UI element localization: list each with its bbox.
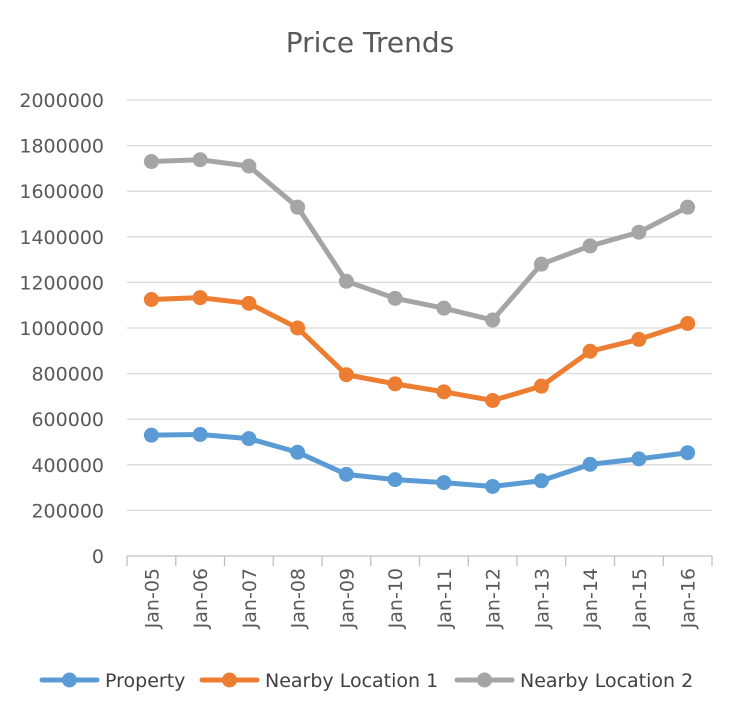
data-point-1-1 <box>192 290 208 306</box>
data-point-0-9 <box>582 456 598 472</box>
x-tick-label-7: Jan-12 <box>483 568 505 629</box>
data-point-0-1 <box>192 426 208 442</box>
data-point-2-4 <box>338 273 354 289</box>
series-lines <box>143 152 696 494</box>
data-point-1-5 <box>387 376 403 392</box>
data-point-1-2 <box>241 295 257 311</box>
data-point-0-10 <box>631 451 647 467</box>
y-tick-label-1: 200000 <box>31 500 104 522</box>
data-point-0-3 <box>290 444 306 460</box>
x-tick-label-8: Jan-13 <box>531 568 553 629</box>
y-tick-label-0: 0 <box>92 546 104 568</box>
series-line-2 <box>148 157 691 323</box>
data-point-2-9 <box>582 238 598 254</box>
data-point-0-11 <box>680 445 696 461</box>
data-point-2-0 <box>143 154 159 170</box>
x-tick-label-10: Jan-15 <box>629 568 651 629</box>
series-line-1 <box>148 295 691 404</box>
y-tick-label-2: 400000 <box>31 455 104 477</box>
data-point-0-8 <box>533 473 549 489</box>
series-0 <box>143 426 696 494</box>
legend-item-2: Nearby Location 2 <box>454 670 693 692</box>
x-tick-label-1: Jan-06 <box>190 568 212 629</box>
y-tick-label-10: 2000000 <box>19 90 104 112</box>
data-point-2-2 <box>241 158 257 174</box>
data-point-2-11 <box>680 199 696 215</box>
data-point-0-2 <box>241 431 257 447</box>
series-1 <box>143 290 696 409</box>
gridlines <box>127 99 712 512</box>
data-point-0-4 <box>338 466 354 482</box>
data-point-1-7 <box>485 393 501 409</box>
data-point-1-11 <box>680 315 696 331</box>
data-point-2-3 <box>290 199 306 215</box>
x-tick-label-4: Jan-09 <box>336 568 358 629</box>
data-point-0-5 <box>387 472 403 488</box>
data-point-2-10 <box>631 224 647 240</box>
data-point-1-10 <box>631 331 647 347</box>
y-tick-label-9: 1800000 <box>19 136 104 158</box>
series-2 <box>143 152 696 328</box>
legend-item-0: Property <box>39 670 185 692</box>
legend-label-0: Property <box>105 670 185 692</box>
legend-label-2: Nearby Location 2 <box>520 670 693 692</box>
data-point-2-6 <box>436 300 452 316</box>
data-point-2-5 <box>387 290 403 306</box>
data-point-2-7 <box>485 312 501 328</box>
y-tick-label-7: 1400000 <box>19 227 104 249</box>
data-point-1-8 <box>533 378 549 394</box>
data-point-2-8 <box>533 256 549 272</box>
y-tick-label-3: 600000 <box>31 409 104 431</box>
data-point-1-4 <box>338 367 354 383</box>
series-line-0 <box>148 431 691 489</box>
y-tick-label-8: 1600000 <box>19 181 104 203</box>
legend-swatch-marker-1 <box>222 672 237 688</box>
x-tick-label-6: Jan-11 <box>434 568 456 629</box>
data-point-1-9 <box>582 343 598 359</box>
data-point-0-0 <box>143 427 159 443</box>
legend-swatch-marker-2 <box>477 672 492 688</box>
y-tick-label-5: 1000000 <box>19 318 104 340</box>
x-tick-label-11: Jan-16 <box>678 568 700 629</box>
y-tick-label-4: 800000 <box>31 364 104 386</box>
x-tick-label-5: Jan-10 <box>385 568 407 629</box>
y-tick-label-6: 1200000 <box>19 272 104 294</box>
data-point-1-3 <box>290 320 306 336</box>
legend-swatch-marker-0 <box>62 672 77 688</box>
data-point-2-1 <box>192 152 208 168</box>
legend-item-1: Nearby Location 1 <box>199 670 438 692</box>
data-point-0-7 <box>485 478 501 494</box>
x-tick-label-0: Jan-05 <box>141 568 163 629</box>
data-point-1-6 <box>436 384 452 400</box>
data-point-1-0 <box>143 292 159 307</box>
data-point-0-6 <box>436 475 452 491</box>
legend: Property Nearby Location 1 Nearby Location… <box>39 670 693 692</box>
y-axis-ticks: 0 200000 400000 600000 800000 1000000 1200000 1… <box>19 90 104 568</box>
legend-label-1: Nearby Location 1 <box>265 670 438 692</box>
x-tick-label-9: Jan-14 <box>580 568 602 629</box>
chart-title: Price Trends <box>286 26 454 59</box>
x-axis-ticks: Jan-05 Jan-06 Jan-07 Jan-08 Jan-09 Jan-10 Jan-… <box>126 556 713 629</box>
x-tick-label-3: Jan-08 <box>288 568 310 629</box>
x-tick-label-2: Jan-07 <box>239 568 261 629</box>
